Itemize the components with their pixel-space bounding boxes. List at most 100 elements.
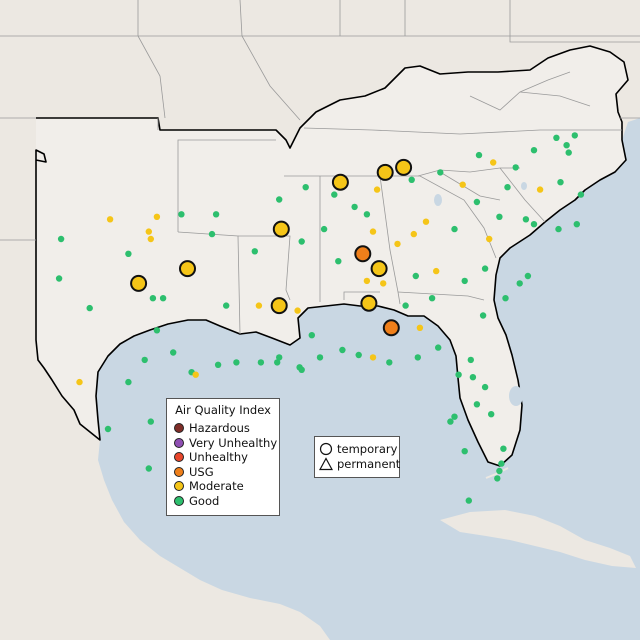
monitor-point[interactable]	[573, 221, 580, 228]
monitor-point[interactable]	[536, 186, 544, 193]
monitor-point[interactable]	[147, 235, 154, 243]
monitor-point[interactable]	[496, 467, 503, 475]
monitor-point[interactable]	[178, 211, 185, 218]
monitor-point[interactable]	[276, 354, 283, 361]
monitor-point[interactable]	[145, 228, 152, 235]
monitor-point[interactable]	[451, 225, 458, 233]
monitor-point[interactable]	[479, 312, 487, 319]
monitor-point[interactable]	[298, 366, 305, 373]
monitor-point[interactable]	[414, 354, 421, 361]
monitor-point[interactable]	[473, 198, 481, 206]
temporary-monitor-point[interactable]	[382, 319, 400, 337]
monitor-point[interactable]	[504, 184, 511, 191]
monitor-point[interactable]	[223, 302, 230, 309]
temporary-monitor-point[interactable]	[270, 297, 288, 315]
temporary-monitor-point[interactable]	[370, 260, 388, 278]
monitor-point[interactable]	[76, 378, 83, 386]
monitor-point[interactable]	[369, 228, 377, 235]
monitor-point[interactable]	[455, 371, 462, 378]
monitor-point[interactable]	[490, 159, 497, 166]
monitor-point[interactable]	[57, 235, 65, 243]
monitor-point[interactable]	[481, 383, 489, 391]
monitor-point[interactable]	[465, 497, 472, 504]
monitor-point[interactable]	[308, 332, 315, 339]
monitor-point[interactable]	[459, 181, 466, 188]
monitor-point[interactable]	[557, 179, 564, 186]
monitor-point[interactable]	[461, 277, 468, 285]
monitor-point[interactable]	[294, 307, 301, 314]
monitor-point[interactable]	[565, 149, 572, 156]
monitor-point[interactable]	[373, 186, 381, 193]
monitor-point[interactable]	[208, 230, 216, 238]
monitor-point[interactable]	[355, 351, 362, 359]
monitor-point[interactable]	[255, 302, 263, 309]
monitor-point[interactable]	[212, 211, 220, 218]
monitor-point[interactable]	[153, 327, 161, 334]
monitor-point[interactable]	[553, 134, 560, 141]
monitor-point[interactable]	[147, 418, 154, 425]
monitor-point[interactable]	[416, 324, 424, 331]
monitor-point[interactable]	[467, 356, 474, 364]
monitor-point[interactable]	[363, 211, 371, 218]
monitor-point[interactable]	[461, 448, 468, 455]
monitor-point[interactable]	[488, 411, 495, 418]
monitor-point[interactable]	[153, 213, 161, 220]
monitor-point[interactable]	[522, 216, 530, 223]
monitor-point[interactable]	[298, 238, 305, 245]
monitor-point[interactable]	[331, 191, 338, 198]
monitor-point[interactable]	[408, 176, 415, 183]
monitor-point[interactable]	[563, 142, 570, 149]
monitor-point[interactable]	[106, 216, 114, 223]
monitor-point[interactable]	[496, 213, 503, 220]
monitor-point[interactable]	[276, 196, 283, 203]
monitor-point[interactable]	[104, 425, 112, 433]
temporary-monitor-point[interactable]	[130, 274, 148, 292]
monitor-point[interactable]	[159, 295, 167, 302]
monitor-point[interactable]	[233, 359, 240, 366]
monitor-point[interactable]	[141, 356, 148, 364]
monitor-point[interactable]	[369, 354, 377, 361]
monitor-point[interactable]	[530, 221, 538, 228]
monitor-point[interactable]	[475, 151, 483, 159]
monitor-point[interactable]	[125, 250, 132, 257]
monitor-point[interactable]	[530, 147, 538, 154]
monitor-point[interactable]	[363, 277, 371, 285]
monitor-point[interactable]	[555, 225, 562, 233]
monitor-point[interactable]	[55, 275, 63, 282]
monitor-point[interactable]	[571, 132, 578, 139]
temporary-monitor-point[interactable]	[395, 158, 413, 176]
temporary-monitor-point[interactable]	[331, 173, 349, 191]
monitor-point[interactable]	[447, 418, 454, 425]
monitor-point[interactable]	[412, 272, 419, 280]
monitor-point[interactable]	[437, 169, 444, 176]
temporary-monitor-point[interactable]	[376, 163, 394, 181]
monitor-point[interactable]	[451, 413, 458, 420]
monitor-point[interactable]	[149, 295, 157, 302]
monitor-point[interactable]	[316, 354, 324, 361]
monitor-point[interactable]	[257, 359, 265, 366]
monitor-point[interactable]	[170, 349, 177, 356]
monitor-point[interactable]	[302, 184, 309, 191]
monitor-point[interactable]	[335, 258, 342, 265]
monitor-point[interactable]	[320, 225, 328, 233]
monitor-point[interactable]	[469, 374, 477, 381]
monitor-point[interactable]	[486, 235, 493, 243]
monitor-point[interactable]	[516, 280, 523, 287]
monitor-point[interactable]	[394, 240, 401, 248]
monitor-point[interactable]	[502, 295, 509, 302]
monitor-point[interactable]	[473, 401, 481, 408]
monitor-point[interactable]	[435, 344, 442, 351]
monitor-point[interactable]	[339, 346, 346, 354]
monitor-point[interactable]	[481, 265, 489, 272]
temporary-monitor-point[interactable]	[354, 245, 372, 263]
monitor-point[interactable]	[428, 295, 436, 302]
monitor-point[interactable]	[512, 164, 519, 171]
temporary-monitor-point[interactable]	[272, 220, 290, 238]
temporary-monitor-point[interactable]	[360, 294, 378, 312]
monitor-point[interactable]	[274, 359, 281, 366]
monitor-point[interactable]	[577, 191, 585, 198]
monitor-point[interactable]	[500, 445, 507, 452]
monitor-point[interactable]	[524, 272, 532, 280]
